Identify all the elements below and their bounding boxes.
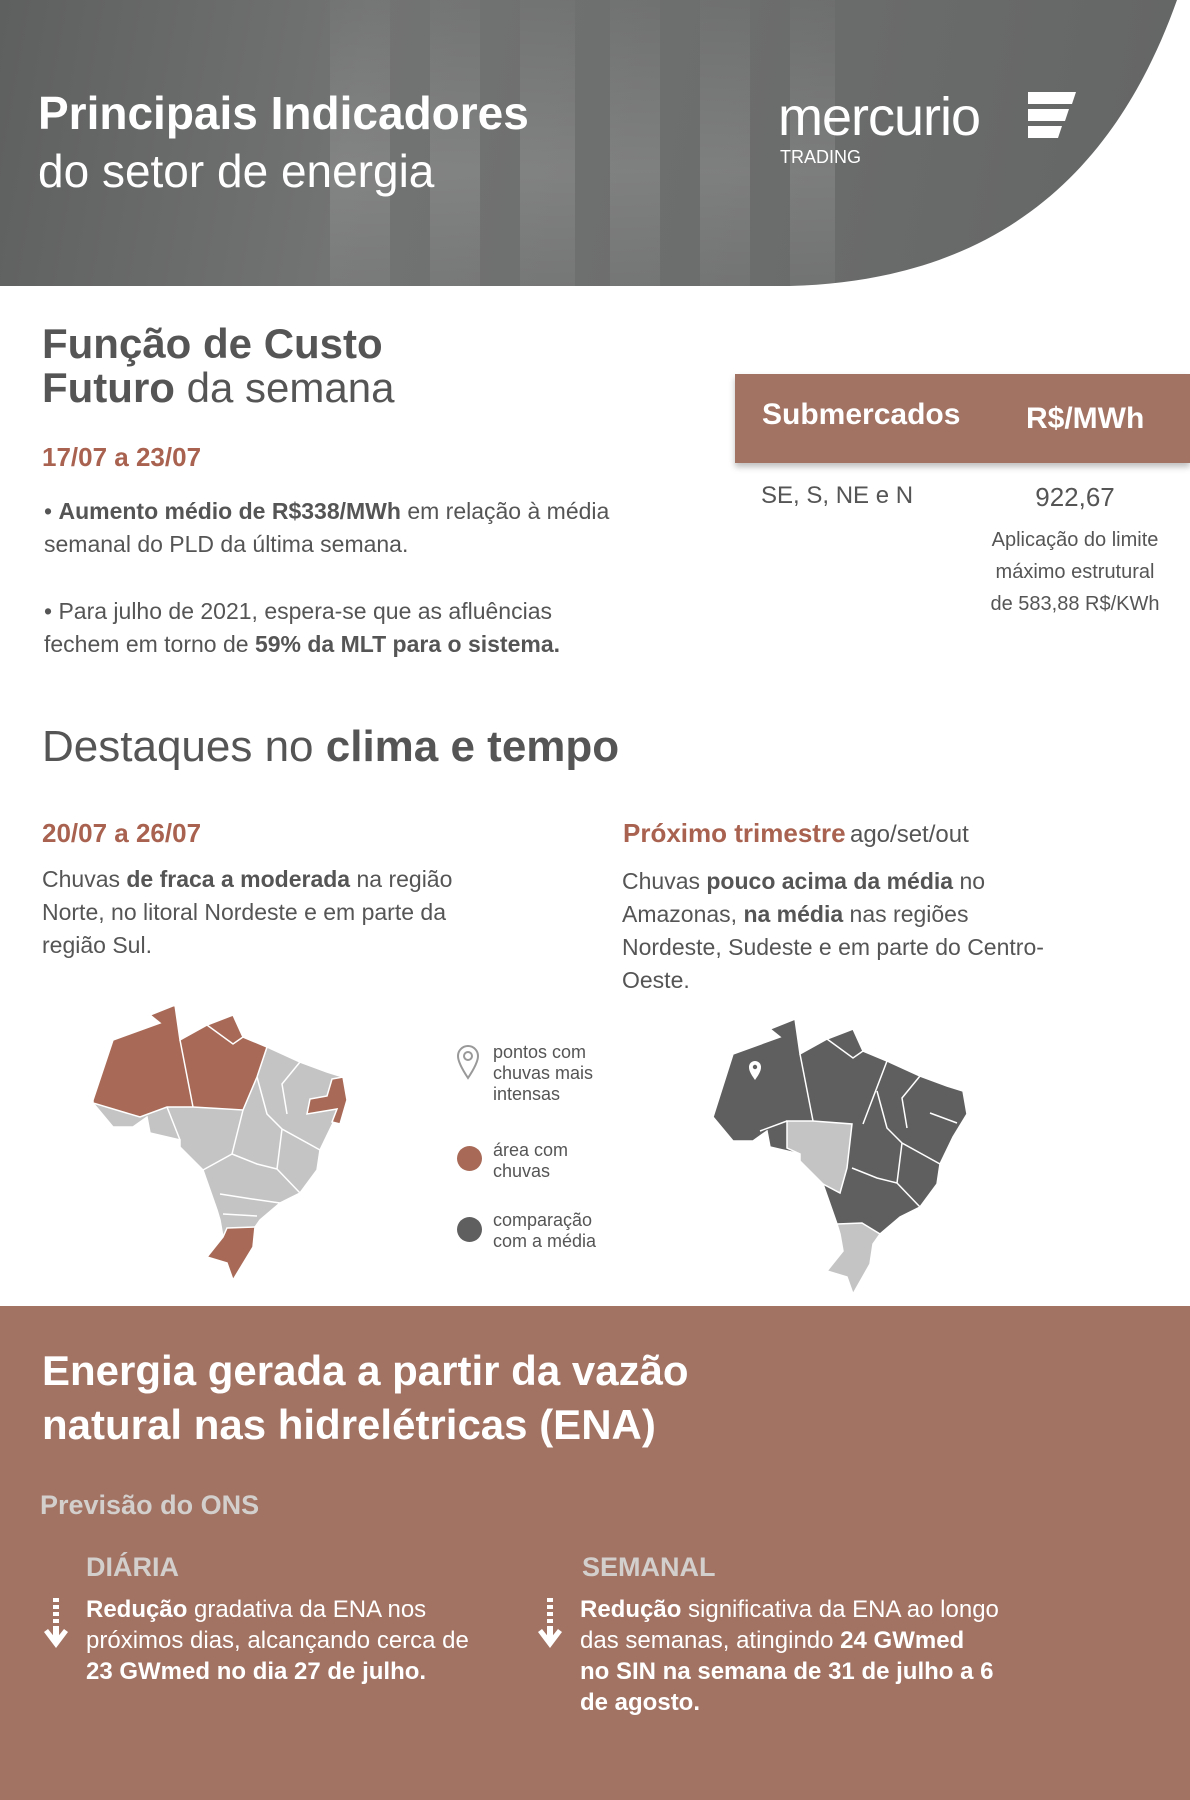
fcf-period: 17/07 a 23/07 [42,442,202,472]
map-pin-icon [456,1045,480,1080]
table-cell-submercado: SE, S, NE e N [761,482,914,509]
clima-right-text: Chuvas pouco acima da média no Amazonas,… [622,865,1062,997]
rust-circle-icon [457,1146,482,1171]
header-banner: Principais Indicadores do setor de energ… [0,0,1190,286]
text-segment: gradativa da ENA nos próximos dias, alca… [86,1596,469,1654]
center-west-light-region [786,1120,853,1195]
map-pin-icon [749,1061,761,1080]
text-segment: significativa da ENA ao longo das semana… [580,1596,999,1654]
ena-section: Energia gerada a partir da vazão natural… [0,1306,1190,1800]
fcf-title-line1: Função de Custo [42,320,383,367]
ena-title-line1: Energia gerada a partir da vazão [42,1347,689,1394]
column-header-submercados: Submercados [762,398,961,431]
semanal-label: SEMANAL [582,1552,716,1582]
north-rain-area [92,1004,268,1118]
table-note: Aplicação do limite máximo estrutural de… [990,529,1160,615]
fcf-bullet-1: • Aumento médio de R$338/MWh em relação … [44,495,644,561]
bold-text-segment: de fraca a moderada [126,866,351,892]
bold-text-segment: 59% da MLT para o sistema. [254,631,561,657]
diaria-label: DIÁRIA [86,1552,179,1582]
bold-text-segment: Aumento médio de R$338/MWh [58,498,401,524]
logo-stripes-icon [1028,92,1076,138]
text-segment: • [44,498,59,524]
clima-right-period-label: Próximo trimestre [623,818,846,848]
clima-right-period: Próximo trimestre ago/set/out [623,818,969,849]
text-segment: • Para julho de 2021, espera-se que as a… [44,598,552,657]
arrow-down-icon [44,1598,68,1648]
map-weekly-rain [92,1004,348,1282]
fcf-title: Função de Custo Futuro da semana [42,322,394,410]
header-subtitle: do setor de energia [38,145,435,197]
bold-text-segment: Redução [580,1596,682,1623]
table-header: Submercados R$/MWh [735,374,1190,463]
text-segment: na região Norte, no litoral Nordeste e e… [42,866,453,958]
ena-subtitle: Previsão do ONS [40,1490,260,1520]
ena-title: Energia gerada a partir da vazão natural… [42,1344,689,1452]
clima-right-period-sub: ago/set/out [849,821,969,848]
header-curve [790,0,1190,286]
clima-left-text: Chuvas de fraca a moderada na região Nor… [42,863,482,962]
column-header-price: R$/MWh [1026,402,1145,435]
fcf-bullet-2: • Para julho de 2021, espera-se que as a… [44,595,604,661]
logo-wordmark: mercurio [778,87,981,147]
semanal-text: Redução significativa da ENA ao longo da… [580,1594,1000,1718]
clima-title: Destaques no clima e tempo [42,722,619,772]
bold-text-segment: 23 GWmed no dia 27 de julho. [86,1658,427,1685]
text-segment: nas regiões Nordeste, Sudeste e em parte… [622,901,1044,993]
bold-text-segment: Redução [86,1596,188,1623]
northeast-coast-rain-area [306,1076,348,1125]
text-segment: Chuvas [42,866,127,892]
clima-left-period: 20/07 a 26/07 [42,818,202,848]
fcf-title-rest: da semana [174,364,395,411]
south-rain-area [205,1226,256,1282]
legend-label: área com chuvas [493,1140,569,1181]
header-title: Principais Indicadores [38,87,529,139]
dark-circle-icon [457,1217,482,1242]
arrow-down-icon [538,1598,562,1648]
diaria-text: Redução gradativa da ENA nos próximos di… [86,1594,486,1687]
bold-text-segment: na média [743,901,844,927]
logo-subtitle: TRADING [780,147,861,167]
bold-text-segment: pouco acima da média [706,868,954,894]
legend-label: comparação com a média [493,1210,597,1251]
text-segment: em relação à média semanal do PLD da últ… [44,498,610,557]
clima-title-bold: clima e tempo [325,722,620,771]
clima-title-regular: Destaques no [42,722,326,771]
text-segment: no Amazonas, [622,868,986,927]
south-light-region [825,1222,882,1296]
fcf-title-bold: Futuro [42,364,175,411]
table-cell-value: 922,67 [1035,482,1115,512]
legend-label: pontos com chuvas mais intensas [493,1042,594,1104]
text-segment: Chuvas [622,868,707,894]
bold-text-segment: 24 GWmed no SIN na semana de 31 de julho… [580,1627,994,1716]
ena-title-line2: natural nas hidrelétricas (ENA) [42,1401,656,1448]
map-quarterly-outlook [712,1018,968,1296]
